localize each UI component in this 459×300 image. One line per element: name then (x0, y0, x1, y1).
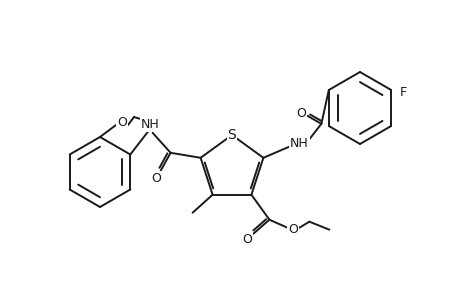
Text: O: O (151, 172, 161, 185)
Text: O: O (117, 116, 127, 130)
Text: F: F (399, 85, 406, 98)
Text: O: O (242, 233, 252, 246)
Text: O: O (288, 223, 298, 236)
Text: NH: NH (141, 118, 160, 131)
Text: S: S (227, 128, 236, 142)
Text: NH: NH (289, 137, 308, 150)
Text: O: O (296, 107, 306, 120)
